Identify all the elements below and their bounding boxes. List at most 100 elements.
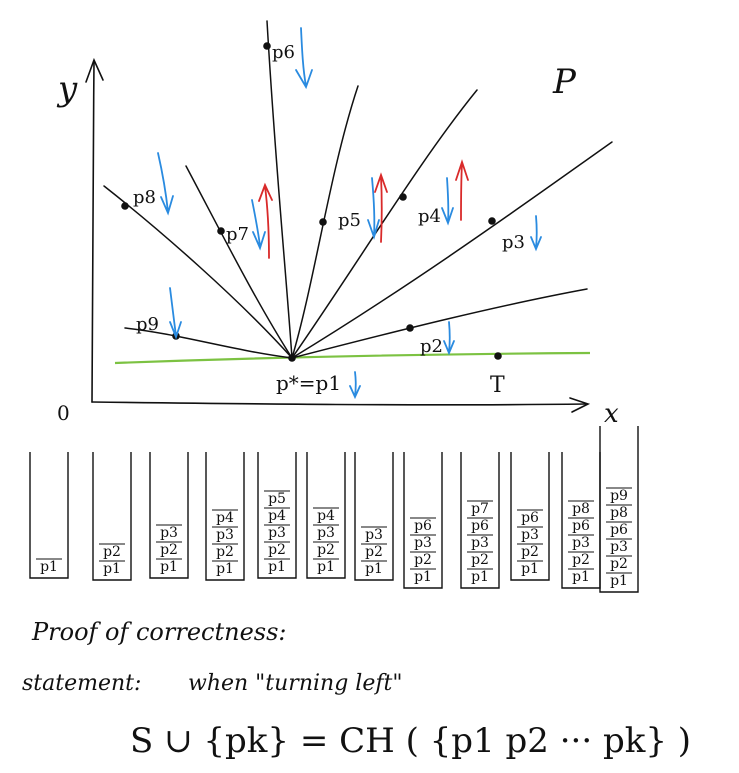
blue-arrow-p8 — [157, 152, 174, 216]
x-axis-arrowhead — [569, 397, 591, 413]
blue-arrow-p1 — [349, 371, 361, 400]
stack-cell-label: p2 — [268, 542, 286, 558]
stack-sequence: p1p2p1p3p2p1p4p3p2p1p5p4p3p2p1p4p3p2p1p3… — [29, 426, 639, 593]
statement-label: statement: — [22, 671, 141, 696]
invariant-formula: S ∪ {pk} = CH ( {p1 p2 ··· pk} ) — [130, 721, 691, 761]
blue-arrow-p4 — [441, 177, 454, 226]
stack-cell-label: p4 — [317, 508, 335, 524]
stack-cell-label: p1 — [610, 573, 628, 589]
blue-arrows — [157, 27, 542, 400]
stack-cell-label: p1 — [40, 559, 58, 575]
stack-cell-label: p3 — [521, 527, 539, 543]
stack-cell-label: p2 — [365, 544, 383, 560]
stack-cell-label: p1 — [103, 561, 121, 577]
x-axis-label: x — [604, 399, 619, 429]
ray-p7 — [185, 165, 293, 359]
stack-container — [403, 452, 443, 589]
ray-p2 — [291, 288, 588, 359]
origin-label: 0 — [57, 401, 70, 425]
label-p3: p3 — [502, 232, 525, 253]
stack-container — [354, 452, 394, 581]
stack-cell-label: p1 — [216, 561, 234, 577]
stack-cell-label: p2 — [414, 552, 432, 568]
ray-p4 — [291, 89, 478, 359]
set-label: P — [552, 62, 577, 102]
stack-container — [306, 452, 346, 579]
statement-text: when "turning left" — [188, 671, 402, 696]
ray-p8 — [103, 185, 293, 359]
x-axis — [91, 401, 587, 406]
points — [121, 42, 502, 362]
stack-cell-label: p8 — [572, 501, 590, 517]
stack-container — [149, 452, 189, 579]
point-p2 — [406, 324, 414, 332]
stack-cell-label: p1 — [572, 569, 590, 585]
stack-cell-label: p6 — [610, 522, 628, 538]
point-p8 — [121, 202, 129, 210]
stack-container — [510, 452, 550, 581]
blue-arrow-p7 — [251, 199, 266, 251]
stack-cell-label: p3 — [317, 525, 335, 541]
stack-cell-label: p1 — [365, 561, 383, 577]
stack-cell-label: p2 — [160, 542, 178, 558]
label-T: T — [490, 373, 505, 398]
green-horizontal-line — [114, 351, 591, 365]
y-axis — [91, 61, 95, 403]
rays — [103, 20, 613, 359]
red-arrow-p7 — [258, 182, 273, 259]
label-p2: p2 — [420, 336, 443, 357]
red-arrow-p4 — [455, 159, 469, 221]
point-p5 — [319, 218, 327, 226]
stack-cell-label: p1 — [471, 569, 489, 585]
stack-cell-label: p5 — [268, 491, 286, 507]
point-p7 — [217, 227, 225, 235]
point-p6 — [263, 42, 271, 50]
stack-container — [460, 452, 500, 589]
stack-cell-label: p2 — [317, 542, 335, 558]
stack-container — [205, 452, 245, 581]
ray-p9 — [124, 327, 293, 359]
stack-cell-label: p4 — [216, 510, 234, 526]
axes — [85, 57, 591, 413]
point-p3 — [488, 217, 496, 225]
point-T — [494, 352, 502, 360]
label-p7: p7 — [226, 224, 249, 245]
label-p8: p8 — [133, 187, 156, 208]
ray-p3 — [291, 141, 613, 359]
stack-cell-label: p7 — [471, 501, 489, 517]
blue-arrow-p2 — [443, 321, 455, 356]
point-p1 — [288, 354, 296, 362]
blue-arrow-p3 — [530, 215, 542, 252]
stack-cell-label: p1 — [268, 559, 286, 575]
red-arrows — [258, 159, 469, 259]
blue-arrow-p6 — [295, 27, 313, 90]
stack-cell-label: p2 — [216, 544, 234, 560]
y-axis-label: y — [56, 69, 78, 109]
label-p1: p*=p1 — [276, 371, 341, 395]
stack-cell-label: p2 — [103, 544, 121, 560]
stack-cell-label: p1 — [160, 559, 178, 575]
stack-cell-label: p1 — [414, 569, 432, 585]
stack-1: p1 — [29, 452, 69, 579]
stack-container — [599, 426, 639, 593]
label-p6: p6 — [272, 42, 295, 63]
blue-arrow-p5 — [367, 177, 380, 240]
stack-container — [92, 452, 132, 581]
red-arrow-p5 — [374, 172, 388, 243]
stack-container — [257, 452, 297, 579]
label-p4: p4 — [418, 206, 441, 227]
stack-cell-label: p3 — [610, 539, 628, 555]
stack-cell-label: p6 — [471, 518, 489, 534]
stack-cell-label: p3 — [572, 535, 590, 551]
stack-cell-label: p6 — [572, 518, 590, 534]
stack-cell-label: p2 — [610, 556, 628, 572]
